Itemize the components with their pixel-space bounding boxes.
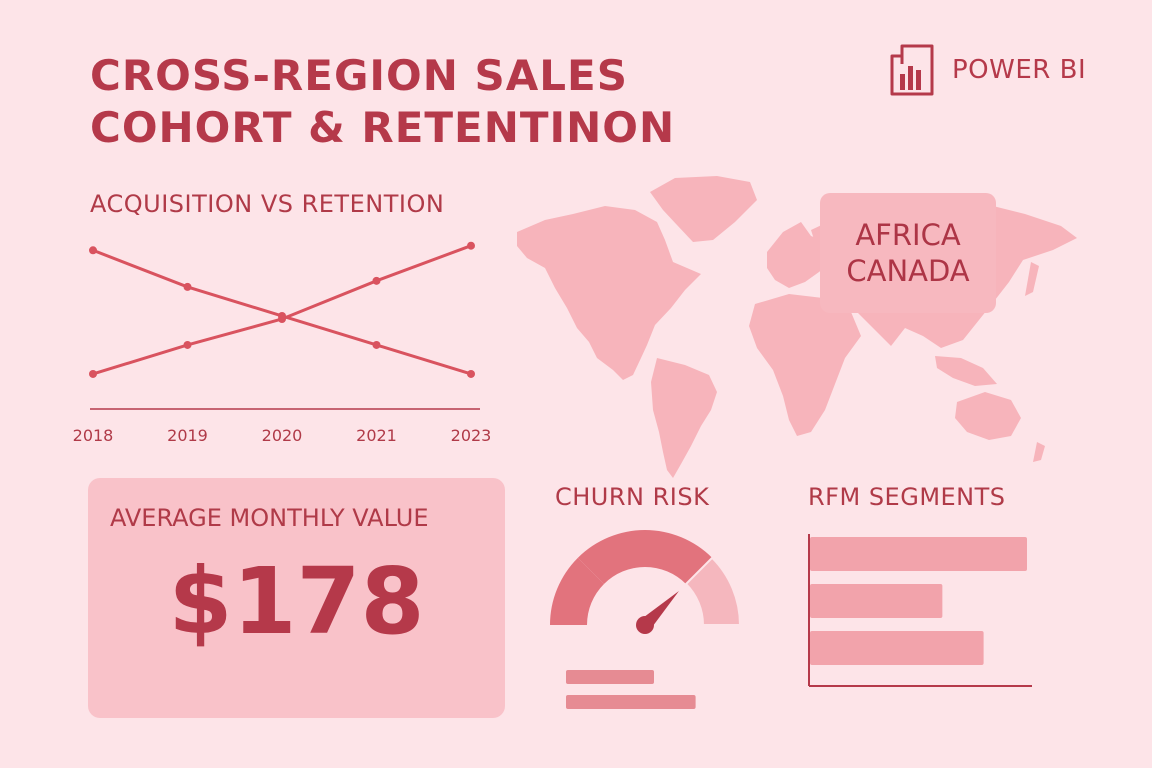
gauge-band bbox=[550, 557, 604, 625]
power-bi-logo-icon bbox=[890, 44, 934, 96]
rfm-bar bbox=[810, 631, 984, 665]
map-south-america bbox=[651, 358, 717, 478]
x-tick-label: 2023 bbox=[451, 426, 492, 445]
churn-risk-gauge bbox=[550, 530, 742, 709]
title-line-2: COHORT & RETENTINON bbox=[90, 103, 676, 152]
gauge-hub bbox=[636, 616, 654, 634]
map-japan bbox=[1025, 262, 1039, 296]
line-point bbox=[89, 369, 97, 378]
line-point bbox=[183, 282, 192, 291]
line-point bbox=[467, 369, 475, 378]
line-point bbox=[372, 340, 381, 349]
acquisition-retention-line-chart: 2018 2019 2020 2021 2023 bbox=[73, 241, 492, 445]
gauge-legend-bar bbox=[566, 670, 654, 684]
churn-risk-title: CHURN RISK bbox=[555, 483, 710, 511]
map-new-zealand bbox=[1033, 442, 1045, 462]
kpi-value: $178 bbox=[168, 548, 425, 655]
map-region-callout: AFRICA CANADA bbox=[820, 193, 996, 313]
kpi-label: AVERAGE MONTHLY VALUE bbox=[110, 504, 429, 532]
line-point bbox=[467, 241, 475, 250]
map-southeast-asia bbox=[935, 356, 997, 386]
line-point bbox=[183, 340, 192, 349]
x-tick-label: 2018 bbox=[73, 426, 114, 445]
rfm-segments-bar-chart bbox=[808, 534, 1032, 687]
page-title: CROSS-REGION SALES COHORT & RETENTINON bbox=[90, 50, 675, 154]
gauge-band bbox=[684, 556, 742, 626]
gauge-legend-bar bbox=[566, 695, 696, 709]
rfm-bar bbox=[810, 537, 1027, 571]
callout-region-2: CANADA bbox=[846, 254, 970, 288]
callout-region-1: AFRICA bbox=[855, 218, 961, 252]
map-north-america bbox=[517, 206, 701, 380]
line-chart-title: ACQUISITION VS RETENTION bbox=[90, 190, 445, 218]
x-tick-label: 2021 bbox=[356, 426, 397, 445]
x-tick-label: 2019 bbox=[167, 426, 208, 445]
world-map bbox=[517, 176, 1077, 478]
rfm-segments-title: RFM SEGMENTS bbox=[808, 483, 1006, 511]
title-line-1: CROSS-REGION SALES bbox=[90, 51, 628, 100]
x-tick-label: 2020 bbox=[262, 426, 303, 445]
brand-logo[interactable]: POWER BI bbox=[886, 44, 1086, 96]
line-point bbox=[372, 276, 381, 285]
gauge-band bbox=[577, 530, 713, 584]
line-series-2 bbox=[92, 244, 472, 376]
map-greenland bbox=[650, 176, 757, 242]
kpi-card: AVERAGE MONTHLY VALUE $178 bbox=[88, 478, 505, 718]
rfm-bar bbox=[810, 584, 943, 618]
map-africa bbox=[749, 294, 861, 436]
map-australia bbox=[955, 392, 1021, 440]
line-point bbox=[278, 315, 286, 323]
brand-name: POWER BI bbox=[952, 55, 1087, 85]
line-point bbox=[89, 246, 97, 255]
